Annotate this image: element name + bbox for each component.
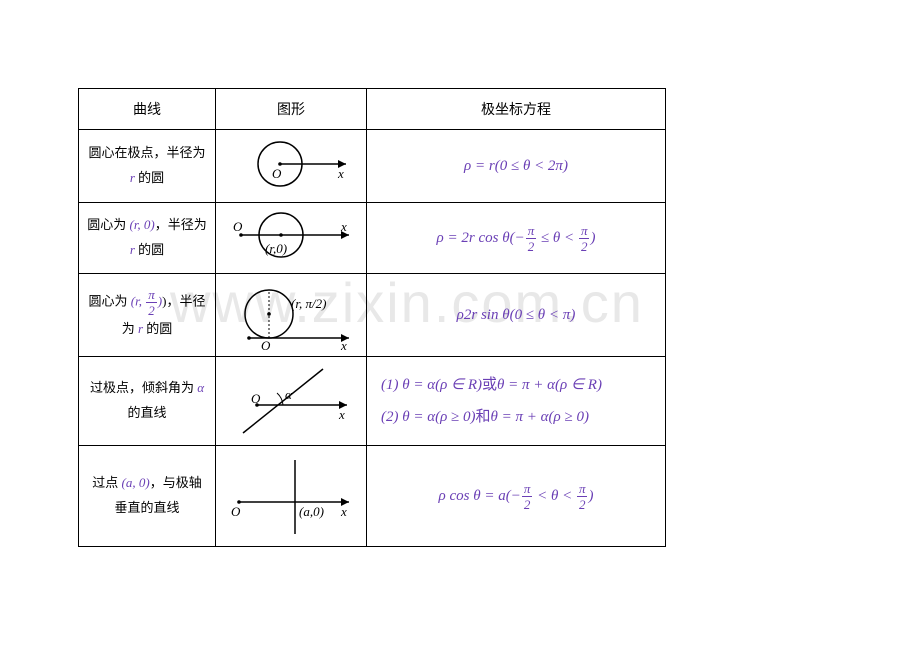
eq: (2) θ = α(ρ ≥ 0) [381,409,476,425]
equation-cell: ρ cos θ = a(−π2 < θ < π2) [367,446,666,547]
header-equation: 极坐标方程 [367,89,666,130]
eq: ρ2r sin θ(0 ≤ θ < π) [457,307,576,323]
den: 2 [522,497,533,511]
equation-cell: ρ2r sin θ(0 ≤ θ < π) [367,274,666,357]
den: 2 [146,303,157,317]
num: π [526,224,537,239]
shape-figure: O (a,0) x [216,446,367,547]
fraction: π2 [577,482,588,511]
eq-line: (2) θ = α(ρ ≥ 0)和θ = π + α(ρ ≥ 0) [381,405,661,429]
text: 的直线 [127,405,166,420]
fraction: π2 [522,482,533,511]
curve-desc: 过极点，倾斜角为 α 的直线 [79,357,216,446]
text: 的圆 [135,170,164,185]
svg-text:x: x [340,504,347,519]
fraction: π2 [146,288,157,317]
table-row: 过点 (a, 0)，与极轴垂直的直线 O (a,0) x ρ cos θ = a… [79,446,666,547]
eq: ρ cos θ = a(− [439,487,521,503]
svg-text:O: O [233,219,243,234]
line-through-pole-icon: O α x [221,361,361,441]
circle-r0-icon: O (r,0) x [221,207,361,269]
num: π [146,288,157,303]
num: π [579,224,590,239]
text: 圆心在极点，半径为 [88,145,205,160]
eq: θ = π + α(ρ ≥ 0) [491,409,589,425]
eq: ) [588,487,593,503]
header-shape: 图形 [216,89,367,130]
svg-text:x: x [337,166,344,181]
equation-cell: ρ = r(0 ≤ θ < 2π) [367,130,666,203]
curve-desc: 过点 (a, 0)，与极轴垂直的直线 [79,446,216,547]
eq: < θ < [533,487,576,503]
curve-desc: 圆心为 (r, 0)，半径为 r 的圆 [79,203,216,274]
den: 2 [577,497,588,511]
shape-figure: O (r,0) x [216,203,367,274]
circle-at-pole-icon: O x [226,134,356,198]
vertical-line-icon: O (a,0) x [221,450,361,542]
var: (r, [131,294,145,309]
svg-text:x: x [340,338,347,352]
polar-equations-table: 曲线 图形 极坐标方程 圆心在极点，半径为 r 的圆 O x ρ = r(0 ≤… [78,88,666,547]
table-row: 过极点，倾斜角为 α 的直线 O α x (1) θ = α(ρ ∈ R)或θ … [79,357,666,446]
var: (r, 0) [129,217,154,232]
curve-desc: 圆心在极点，半径为 r 的圆 [79,130,216,203]
eq: ρ = r [464,158,495,174]
svg-text:O: O [272,166,282,181]
svg-text:(a,0): (a,0) [299,504,324,519]
num: π [522,482,533,497]
text: 圆心为 [87,217,129,232]
equation-cell: (1) θ = α(ρ ∈ R)或θ = π + α(ρ ∈ R) (2) θ … [367,357,666,446]
var: (a, 0) [122,475,150,490]
table-row: 圆心在极点，半径为 r 的圆 O x ρ = r(0 ≤ θ < 2π) [79,130,666,203]
den: 2 [526,239,537,253]
eq: ρ = 2r cos θ(− [437,229,525,245]
header-row: 曲线 图形 极坐标方程 [79,89,666,130]
svg-text:x: x [338,407,345,422]
text: 过极点，倾斜角为 [90,380,197,395]
eq-line: (1) θ = α(ρ ∈ R)或θ = π + α(ρ ∈ R) [381,373,661,397]
eq: 和 [476,409,491,425]
eq: ) [590,229,595,245]
shape-figure: O x [216,130,367,203]
curve-desc: 圆心为 (r, π2))，半径为 r 的圆 [79,274,216,357]
text: 圆心为 [89,294,131,309]
eq: 或 [482,377,497,393]
table-row: 圆心为 (r, π2))，半径为 r 的圆 (r, π/2) O x ρ2r s… [79,274,666,357]
svg-text:(r, π/2): (r, π/2) [291,296,326,311]
var: α [197,380,204,395]
circle-rpi2-icon: (r, π/2) O x [221,278,361,352]
eq: θ = π + α(ρ ∈ R) [497,377,602,393]
eq: ≤ θ < [537,229,578,245]
equation-cell: ρ = 2r cos θ(−π2 ≤ θ < π2) [367,203,666,274]
shape-figure: (r, π/2) O x [216,274,367,357]
fraction: π2 [579,224,590,253]
fraction: π2 [526,224,537,253]
shape-figure: O α x [216,357,367,446]
text: ，半径为 [155,217,207,232]
svg-text:x: x [340,219,347,234]
table-row: 圆心为 (r, 0)，半径为 r 的圆 O (r,0) x ρ = 2r cos… [79,203,666,274]
svg-text:O: O [261,338,271,352]
eq: (0 ≤ θ < 2π) [495,158,568,174]
header-curve: 曲线 [79,89,216,130]
text: 的圆 [143,321,172,336]
svg-text:α: α [285,387,293,402]
svg-text:(r,0): (r,0) [265,241,287,256]
num: π [577,482,588,497]
text: 过点 [92,475,121,490]
svg-text:O: O [231,504,241,519]
den: 2 [579,239,590,253]
eq: (1) θ = α(ρ ∈ R) [381,377,482,393]
text: 的圆 [135,242,164,257]
